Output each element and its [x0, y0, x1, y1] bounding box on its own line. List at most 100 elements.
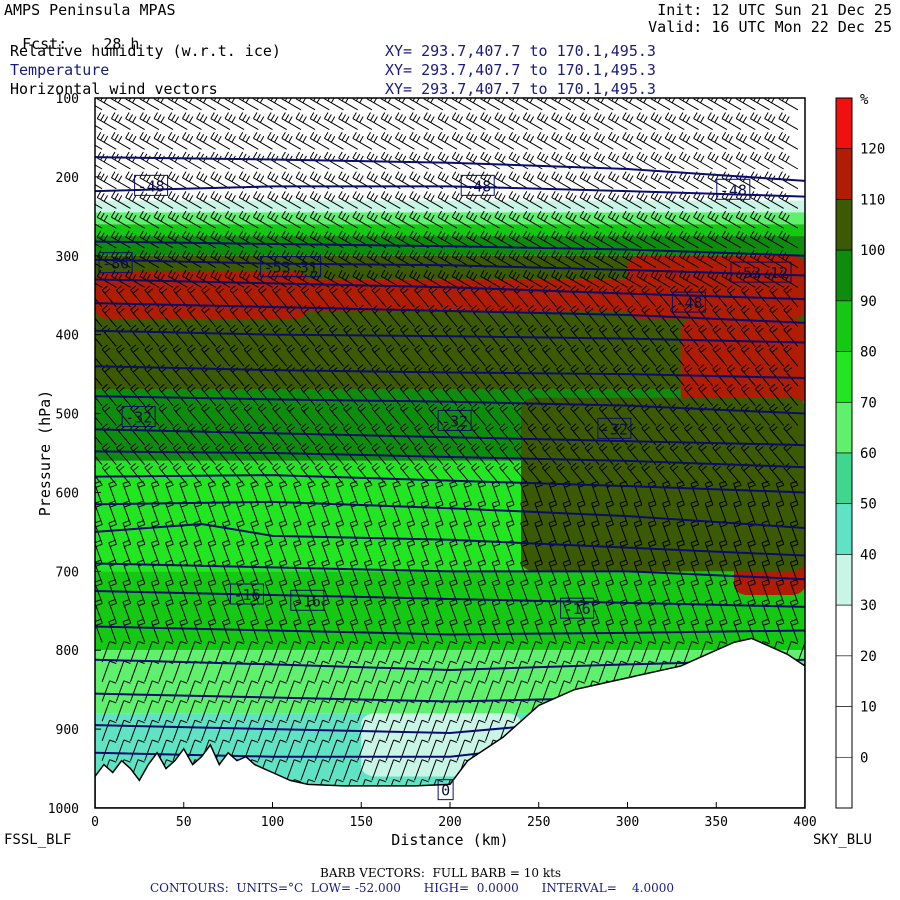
wind-barb-flag — [180, 680, 188, 684]
wind-barb-staff — [115, 408, 131, 426]
wind-barb-flag — [90, 255, 94, 261]
wind-barb-flag — [228, 272, 233, 279]
wind-barb-flag — [196, 112, 201, 119]
wind-barb-staff — [272, 388, 288, 406]
wind-barb-staff — [172, 641, 182, 663]
wind-barb-198 — [158, 443, 174, 466]
wind-barb-flag — [165, 559, 173, 563]
wind-barb-398 — [238, 131, 259, 150]
wind-barb-flag — [171, 232, 176, 240]
wind-barb-flag — [95, 543, 103, 547]
wind-barb-flag — [274, 195, 279, 202]
wind-barb-flag — [144, 443, 151, 449]
wind-barb-flag — [185, 133, 190, 141]
rh-layer-1 — [95, 200, 805, 213]
wind-barb-flag — [167, 230, 173, 238]
wind-barb-flag — [138, 523, 146, 528]
wind-barb-flag — [90, 176, 94, 182]
wind-barb-staff — [243, 349, 259, 367]
wind-barb-330 — [210, 210, 231, 229]
wind-barb-staff — [172, 700, 182, 722]
wind-barb-flag — [132, 214, 137, 222]
wind-barb-flag — [123, 640, 131, 645]
wind-barb-74 — [111, 131, 131, 150]
wind-barb-flag — [231, 135, 236, 143]
wind-barb-254 — [182, 131, 202, 150]
wind-barb-flag — [132, 273, 137, 281]
init-time: Init: 12 UTC Sun 21 Dec 25 — [657, 1, 892, 19]
wind-barb-flag — [272, 344, 279, 350]
wind-barb-flag — [251, 563, 259, 567]
wind-barb-flag — [209, 543, 217, 547]
wind-barb-284 — [201, 719, 216, 742]
wind-barb-flag — [180, 640, 188, 645]
wind-barb-flag — [90, 235, 94, 241]
wind-barb-480 — [272, 324, 288, 347]
wind-barb-flag — [96, 191, 102, 198]
wind-barb-flag — [174, 195, 180, 202]
wind-barb-113 — [125, 191, 145, 209]
wind-barb-flag — [130, 383, 137, 390]
wind-barb-flag — [259, 214, 265, 222]
wind-barb-staff — [95, 144, 103, 150]
wind-barb-flag — [209, 622, 217, 626]
wind-barb-flag — [109, 602, 117, 607]
wind-barb-flag — [128, 232, 134, 240]
wind-barb-flag — [160, 195, 165, 202]
wind-barb-flag — [194, 640, 202, 645]
wind-barb-flag — [243, 324, 250, 331]
wind-barb-staff — [243, 641, 253, 663]
wind-barb-staff — [243, 329, 259, 347]
wind-barb-staff — [115, 427, 131, 446]
wind-barb-flag — [172, 443, 179, 449]
wind-barb-flag — [229, 423, 236, 429]
wind-barb-flag — [128, 272, 134, 279]
wind-barb-flag — [238, 112, 244, 119]
wind-barb-flag — [265, 759, 273, 763]
wind-barb-325 — [210, 112, 231, 130]
wind-barb-staff — [125, 256, 145, 269]
wind-barb-flag — [132, 347, 139, 353]
wind-barb-flag — [231, 195, 236, 202]
wind-barb-staff — [272, 447, 288, 466]
wind-barb-flag — [236, 579, 244, 583]
wind-barb-flag — [195, 622, 203, 626]
wind-barb-flag — [274, 347, 281, 353]
wind-barb-staff — [257, 329, 273, 347]
wind-barb-flag — [274, 273, 279, 281]
wind-barb-flag — [96, 230, 102, 238]
wind-barb-flag — [208, 539, 215, 544]
wind-barb-staff — [111, 275, 131, 288]
wind-barb-flag — [125, 171, 130, 178]
wind-barb-flag — [100, 232, 105, 240]
wind-barb-flag — [111, 191, 116, 198]
wind-barb-staff — [115, 329, 131, 347]
wind-barb-flag — [158, 383, 165, 390]
wind-barb-staff — [257, 368, 273, 387]
wind-barb-304 — [201, 403, 217, 426]
wind-barb-49 — [101, 344, 117, 367]
wind-barb-flag — [152, 700, 159, 704]
wind-barb-433 — [253, 112, 273, 130]
wind-barb-396 — [238, 98, 259, 111]
wind-barb-staff — [101, 427, 117, 446]
forecast-value: 28 h — [103, 35, 140, 53]
wind-barb-flag — [259, 234, 265, 242]
wind-barb-114 — [125, 210, 145, 229]
wind-barb-flag — [161, 465, 168, 472]
wind-barb-staff — [257, 427, 273, 446]
wind-barb-flag — [118, 386, 125, 393]
wind-barb-staff — [243, 447, 259, 466]
wind-barb-flag — [111, 270, 116, 277]
wind-barb-flag — [253, 210, 258, 218]
wind-barb-flag — [146, 465, 153, 472]
wind-barb-268 — [186, 403, 202, 426]
wind-barb-flag — [104, 347, 111, 353]
wind-barb-flag — [203, 288, 210, 294]
wind-barb-flag — [124, 602, 132, 607]
wind-barb-flag — [144, 344, 151, 350]
wind-barb-flag — [209, 484, 217, 488]
wind-barb-flag — [201, 324, 208, 331]
wind-barb-flag — [174, 273, 180, 281]
wind-barb-flag — [264, 618, 272, 623]
